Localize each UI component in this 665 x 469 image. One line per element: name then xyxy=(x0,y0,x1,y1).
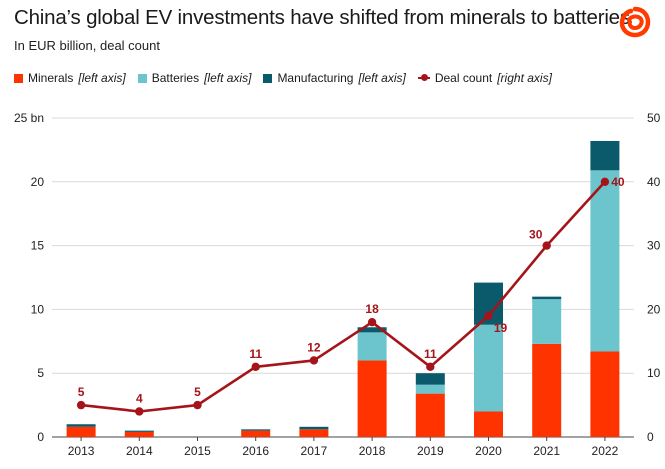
deal-count-label-2015: 5 xyxy=(194,385,201,399)
deal-count-label-2013: 5 xyxy=(78,385,85,399)
bar-minerals-2021 xyxy=(532,343,562,437)
deal-count-point-2021 xyxy=(542,241,551,250)
bar-minerals-2017 xyxy=(299,429,329,437)
deal-count-line xyxy=(80,180,606,413)
x-tick-label: 2013 xyxy=(68,444,95,458)
deal-count-point-2015 xyxy=(193,400,202,410)
legend-swatch-manufacturing xyxy=(263,73,273,83)
left-tick-label: 15 xyxy=(31,239,45,253)
right-tick-label: 10 xyxy=(647,366,661,380)
bar-minerals-2014 xyxy=(124,431,154,437)
right-tick-label: 20 xyxy=(647,302,661,316)
legend: Minerals [left axis] Batteries [left axi… xyxy=(14,71,552,85)
legend-label-minerals: Minerals xyxy=(28,71,74,85)
deal-count-label-2014: 4 xyxy=(136,391,143,405)
deal-count-point-2014 xyxy=(135,407,144,416)
bar-batteries-2018 xyxy=(357,332,387,361)
legend-item-batteries: Batteries [left axis] xyxy=(137,71,252,85)
left-tick-label: 25 bn xyxy=(14,111,44,125)
left-tick-label: 20 xyxy=(31,175,45,189)
legend-swatch-deal-count xyxy=(417,74,430,81)
right-tick-label: 30 xyxy=(647,239,661,253)
legend-item-manufacturing: Manufacturing [left axis] xyxy=(263,71,406,85)
bar-manufacturing-2016 xyxy=(241,429,271,431)
bar-batteries-2020 xyxy=(474,324,503,412)
deal-count-label-2018: 18 xyxy=(365,302,379,316)
bar-manufacturing-2013 xyxy=(66,424,96,427)
bar-batteries-2019 xyxy=(415,384,445,394)
x-tick-label: 2018 xyxy=(359,444,386,458)
x-tick-label: 2015 xyxy=(184,444,211,458)
legend-note-manufacturing: [left axis] xyxy=(358,71,406,85)
legend-note-minerals: [left axis] xyxy=(78,71,126,85)
bar-batteries-2021 xyxy=(532,299,562,344)
x-tick-label: 2020 xyxy=(475,444,502,458)
bar-minerals-2013 xyxy=(66,426,96,437)
legend-note-deal-count: [right axis] xyxy=(497,71,552,85)
bar-manufacturing-2022 xyxy=(590,140,620,171)
deal-count-label-2020: 19 xyxy=(494,321,508,335)
bar-manufacturing-2014 xyxy=(124,430,154,432)
bar-minerals-2018 xyxy=(357,360,387,437)
legend-swatch-batteries xyxy=(137,73,147,83)
deal-count-label-2019: 11 xyxy=(424,347,437,361)
deal-count-point-2013 xyxy=(76,400,86,410)
chart-title: China’s global EV investments have shift… xyxy=(14,6,630,29)
bar-minerals-2016 xyxy=(241,430,271,437)
legend-label-batteries: Batteries xyxy=(151,71,200,85)
deal-count-point-2022 xyxy=(600,177,610,186)
bar-manufacturing-2021 xyxy=(532,296,562,300)
deal-count-point-2020 xyxy=(484,311,493,320)
chart-subtitle: In EUR billion, deal count xyxy=(14,38,160,53)
deal-count-label-2022: 40 xyxy=(611,175,625,189)
legend-swatch-minerals xyxy=(14,73,23,83)
bar-manufacturing-2017 xyxy=(299,426,329,430)
x-tick-label: 2017 xyxy=(301,444,328,458)
deal-count-point-2017 xyxy=(309,356,319,365)
bar-minerals-2022 xyxy=(590,351,620,437)
x-tick-label: 2014 xyxy=(126,444,153,458)
deal-count-label-2017: 12 xyxy=(307,340,321,354)
deal-count-point-2016 xyxy=(251,362,260,372)
legend-item-deal-count: Deal count [right axis] xyxy=(417,71,552,85)
bar-batteries-2022 xyxy=(590,170,620,352)
logo-icon xyxy=(619,6,651,38)
x-tick-label: 2022 xyxy=(592,444,619,458)
left-tick-label: 0 xyxy=(37,430,44,444)
right-tick-label: 0 xyxy=(647,430,654,444)
x-tick-label: 2016 xyxy=(242,444,269,458)
x-tick-label: 2021 xyxy=(533,444,560,458)
bar-manufacturing-2018 xyxy=(357,327,387,333)
left-tick-label: 5 xyxy=(37,366,44,380)
legend-label-deal-count: Deal count xyxy=(434,71,493,85)
x-tick-label: 2019 xyxy=(417,444,444,458)
deal-count-label-2021: 30 xyxy=(529,228,543,242)
legend-note-batteries: [left axis] xyxy=(204,71,252,85)
legend-label-manufacturing: Manufacturing xyxy=(277,71,354,85)
bar-manufacturing-2019 xyxy=(415,373,445,385)
right-tick-label: 50 xyxy=(647,111,661,125)
legend-item-minerals: Minerals [left axis] xyxy=(14,71,126,85)
right-tick-label: 40 xyxy=(647,175,661,189)
deal-count-point-2018 xyxy=(367,317,377,327)
bar-minerals-2019 xyxy=(415,393,445,437)
deal-count-point-2019 xyxy=(426,362,435,372)
bar-minerals-2020 xyxy=(474,411,503,437)
left-tick-label: 10 xyxy=(31,302,45,316)
deal-count-label-2016: 11 xyxy=(249,347,262,361)
